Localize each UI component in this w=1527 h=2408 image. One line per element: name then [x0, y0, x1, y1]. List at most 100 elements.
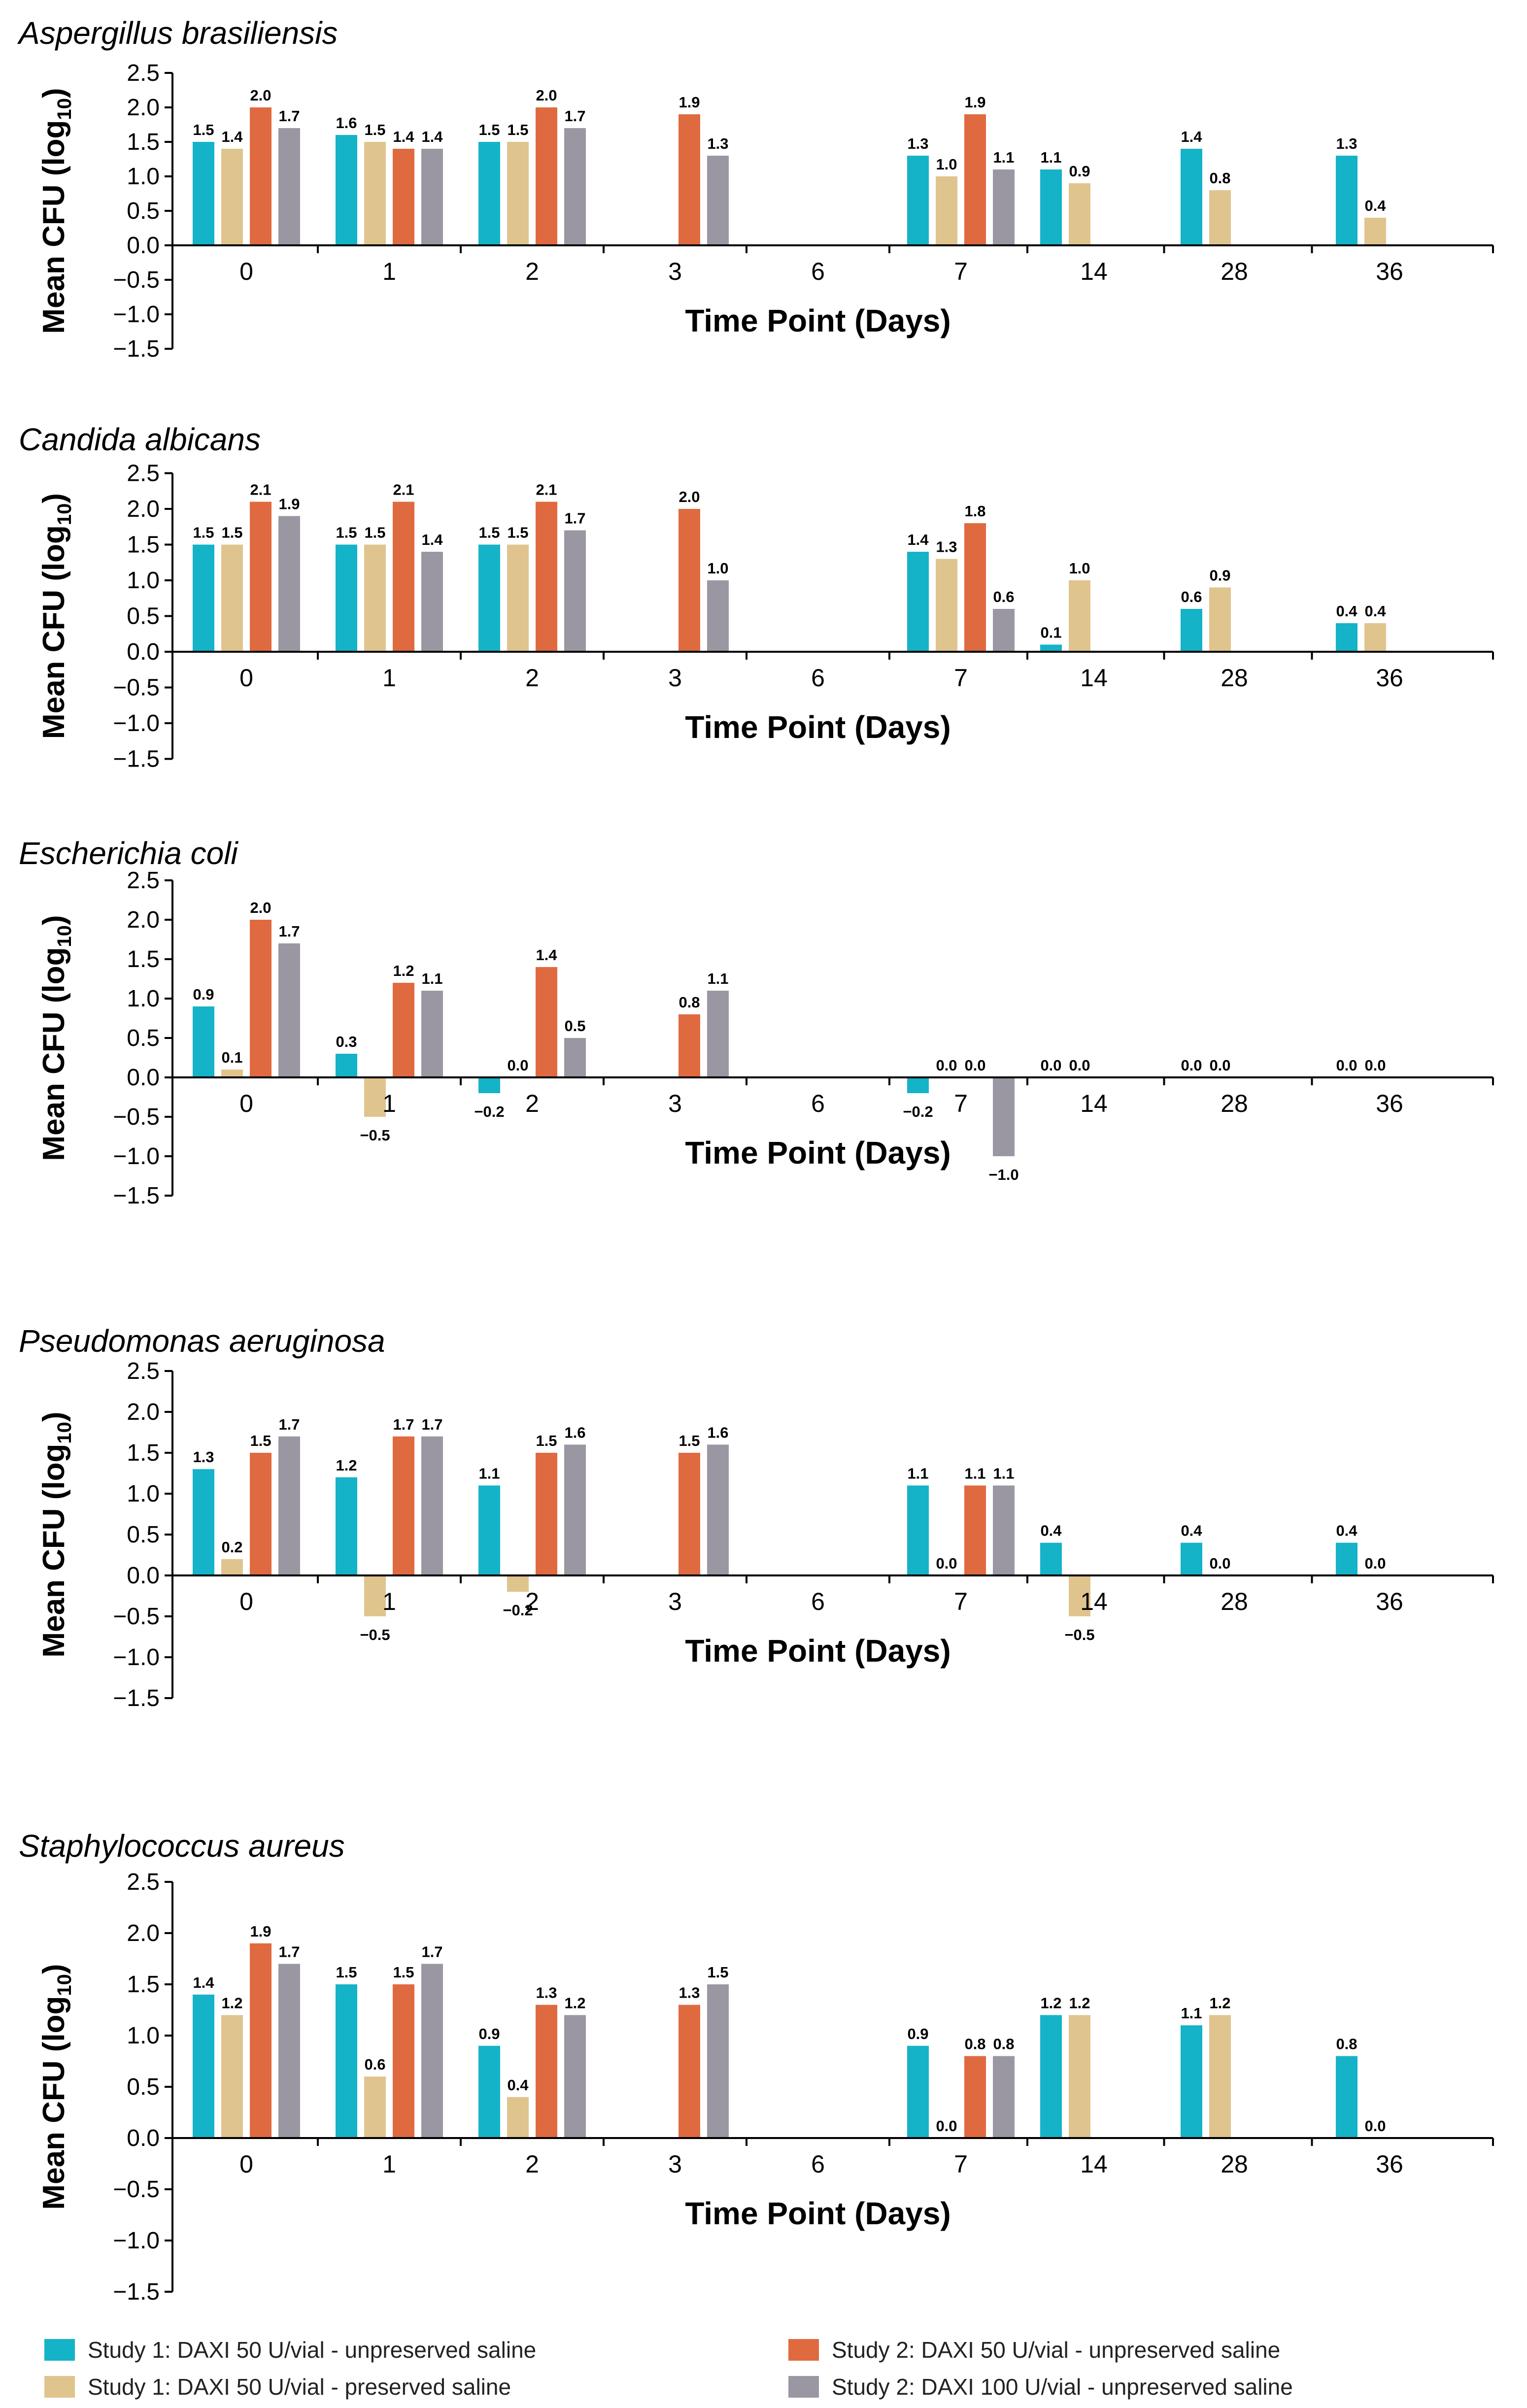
data-label: 0.8 — [964, 2036, 985, 2053]
bar — [536, 502, 557, 652]
data-label: −0.5 — [1064, 1626, 1094, 1643]
x-tick-label: 14 — [1080, 664, 1108, 692]
data-label: 0.4 — [1364, 197, 1386, 214]
bar — [421, 149, 443, 245]
panel-title: Pseudomonas aeruginosa — [19, 1323, 385, 1359]
data-label: 0.0 — [1181, 1057, 1202, 1074]
data-label: 0.0 — [936, 1057, 957, 1074]
bar — [679, 114, 700, 245]
bar — [221, 149, 243, 245]
legend-item-study2-50: Study 2: DAXI 50 U/vial - unpreserved sa… — [788, 2335, 1280, 2365]
bar — [336, 135, 357, 245]
bar — [1181, 2025, 1202, 2138]
panel-title: Aspergillus brasiliensis — [19, 15, 338, 51]
chart-panel-ecoli: Escherichia coli 0.9 0.3 −0.2 −0.2 0.0 0.0 0.0… — [0, 836, 1527, 1244]
y-axis-title-part: Mean CFU (log — [37, 525, 71, 739]
data-label: 1.5 — [679, 1432, 700, 1449]
bar — [250, 1453, 271, 1575]
y-tick-label: 1.0 — [127, 986, 160, 1012]
bar — [707, 1984, 729, 2138]
bar — [679, 509, 700, 652]
bar — [907, 2045, 929, 2138]
bar — [964, 2056, 986, 2138]
bar — [679, 1453, 700, 1575]
x-tick-label: 1 — [382, 258, 396, 285]
bar — [278, 1964, 300, 2138]
y-tick-label: 1.0 — [127, 1481, 160, 1507]
data-label: 1.5 — [707, 1964, 728, 1981]
x-tick-label: 36 — [1376, 664, 1403, 692]
y-tick-label: 0.0 — [127, 233, 160, 259]
y-axis-title-part: Mean CFU (log — [37, 1444, 71, 1658]
data-label: 0.0 — [507, 1057, 528, 1074]
bar — [364, 1077, 386, 1117]
y-axis-title-subscript: 10 — [54, 1422, 75, 1444]
bar — [193, 142, 214, 245]
bar — [421, 552, 443, 652]
y-tick-label: 1.5 — [127, 532, 160, 558]
bar — [221, 2015, 243, 2138]
y-axis-title-part: Mean CFU (log — [37, 120, 71, 334]
bar-chart: 1.5 1.6 1.5 1.3 1.1 1.4 1.3 1.4 1.5 1.5 1.0 0.9 0.8 0… — [37, 60, 1494, 362]
x-tick-label: 36 — [1376, 258, 1403, 285]
bar — [1040, 169, 1062, 245]
bar — [478, 1077, 500, 1093]
y-tick-label: 1.5 — [127, 1972, 160, 1998]
data-label: 1.5 — [336, 524, 357, 541]
data-label: 0.4 — [1336, 602, 1357, 620]
data-label: 2.1 — [393, 481, 414, 499]
y-axis-title-part: ) — [37, 88, 71, 98]
bar — [421, 1964, 443, 2138]
legend-label: Study 2: DAXI 50 U/vial - unpreserved sa… — [832, 2337, 1281, 2363]
x-tick-label: 28 — [1221, 258, 1248, 285]
data-label: 0.9 — [1069, 163, 1090, 180]
x-tick-label: 1 — [382, 1090, 396, 1117]
bar — [564, 1444, 586, 1575]
bar — [1336, 1542, 1357, 1575]
data-label: 1.1 — [993, 1465, 1014, 1482]
bar — [679, 1014, 700, 1077]
data-label: 0.4 — [507, 2076, 529, 2094]
y-tick-label: 2.5 — [127, 60, 160, 86]
y-tick-label: −0.5 — [113, 267, 160, 293]
y-axis-title: Mean CFU (log10) — [37, 493, 75, 739]
bar — [964, 1485, 986, 1575]
x-tick-label: 3 — [668, 258, 682, 285]
data-label: −0.5 — [360, 1127, 390, 1144]
bar — [964, 523, 986, 652]
y-tick-label: 2.0 — [127, 1399, 160, 1425]
bar — [1209, 587, 1231, 652]
y-tick-label: 1.0 — [127, 568, 160, 594]
bar — [421, 991, 443, 1077]
data-label: 1.4 — [393, 128, 414, 145]
y-axis-title-part: ) — [37, 1411, 71, 1422]
y-tick-label: 0.0 — [127, 639, 160, 665]
bar — [250, 502, 271, 652]
legend-swatch — [44, 2339, 75, 2361]
y-axis-title: Mean CFU (log10) — [37, 1411, 75, 1657]
y-tick-label: 1.5 — [127, 129, 160, 155]
data-label: 1.4 — [421, 128, 443, 145]
legend-label: Study 1: DAXI 50 U/vial - preserved sali… — [88, 2374, 511, 2400]
bar — [907, 156, 929, 245]
y-tick-label: 1.0 — [127, 2023, 160, 2049]
data-label: 2.0 — [679, 488, 700, 505]
y-tick-label: −1.0 — [113, 2228, 160, 2254]
bar — [1069, 1575, 1090, 1616]
x-tick-label: 2 — [525, 664, 539, 692]
x-axis-title: Time Point (Days) — [685, 1633, 950, 1669]
data-label: 0.9 — [1209, 567, 1230, 584]
bar — [507, 544, 529, 652]
data-label: 0.0 — [1364, 1057, 1386, 1074]
x-tick-label: 7 — [954, 1588, 968, 1615]
bar — [478, 142, 500, 245]
bar — [364, 1575, 386, 1616]
y-tick-label: 0.5 — [127, 1025, 160, 1051]
y-axis-title-part: ) — [37, 915, 71, 925]
data-label: 0.0 — [964, 1057, 985, 1074]
bar — [507, 142, 529, 245]
bar — [1209, 190, 1231, 245]
y-tick-label: 2.5 — [127, 1869, 160, 1895]
bar-chart: 1.5 1.5 1.5 1.4 0.1 0.6 0.4 1.5 1.5 1.5 1.3 1.0 0.9 0… — [37, 461, 1494, 772]
data-label: 0.2 — [221, 1538, 242, 1556]
